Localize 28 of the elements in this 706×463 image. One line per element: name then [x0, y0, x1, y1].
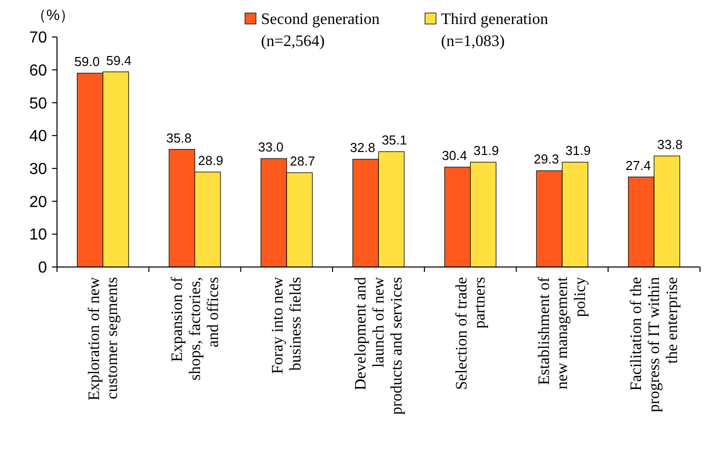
data-label: 28.9: [198, 153, 224, 168]
data-label: 28.7: [290, 154, 316, 169]
data-label: 31.9: [474, 143, 499, 158]
data-label: 33.0: [258, 140, 284, 155]
data-label: 35.1: [382, 132, 408, 148]
x-tick-label: Selection of trade partners: [453, 277, 488, 390]
y-tick-label: 20: [29, 194, 48, 211]
data-label: 32.8: [350, 140, 376, 156]
data-label: 33.8: [657, 136, 683, 152]
legend-label: Second generation (n=2,564): [261, 11, 380, 50]
data-label: 27.4: [626, 158, 651, 173]
y-tick-label: 70: [29, 30, 48, 47]
data-label: 29.3: [534, 152, 560, 167]
data-label: 59.0: [74, 54, 100, 70]
y-tick-label: 60: [29, 62, 48, 80]
y-axis-title: （%）: [31, 7, 75, 24]
data-label: 30.4: [442, 148, 468, 164]
y-tick-label: 40: [29, 128, 48, 146]
y-tick-label: 50: [29, 95, 48, 112]
legend-label: Third generation (n=1,083): [441, 11, 548, 50]
data-label: 35.8: [166, 130, 192, 146]
y-tick-label: 30: [29, 161, 48, 178]
y-tick-label: 10: [29, 226, 48, 244]
x-tick-label: Exploration of new customer segments: [86, 276, 121, 401]
data-label: 31.9: [565, 143, 591, 158]
x-tick-label: Establishment of new management policy: [536, 276, 590, 390]
y-tick-label: 0: [38, 260, 48, 277]
data-label: 59.4: [106, 52, 132, 68]
